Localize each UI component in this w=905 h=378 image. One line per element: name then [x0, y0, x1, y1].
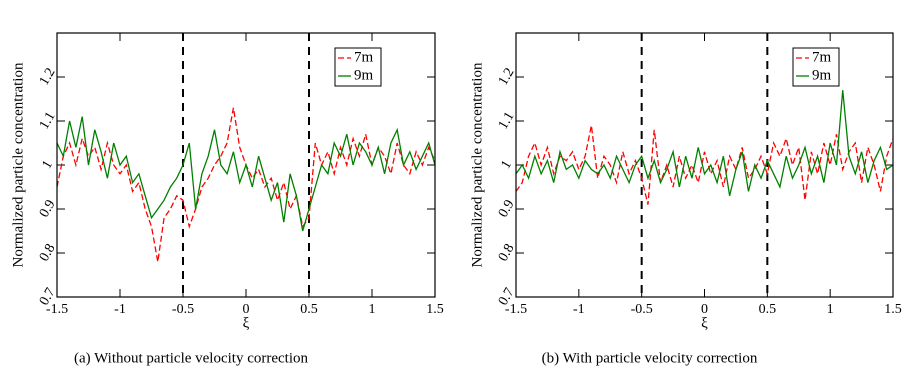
x-tick-label: 1.5 — [884, 302, 902, 317]
y-tick-label: 0.8 — [37, 242, 59, 265]
legend-label: 7m — [354, 49, 374, 65]
x-tick-label: 0.5 — [759, 302, 777, 317]
x-tick-label: 1 — [369, 302, 376, 317]
y-tick-label: 0.8 — [496, 242, 518, 265]
y-tick-label: 1.1 — [37, 110, 59, 133]
x-tick-label: 0.5 — [300, 302, 318, 317]
y-axis-label: Normalized particle concentration — [10, 62, 26, 267]
data-line — [515, 90, 894, 196]
y-tick-label: 1.2 — [37, 66, 59, 89]
x-tick-label: -0.5 — [172, 302, 194, 317]
data-line — [515, 125, 894, 205]
legend-box — [792, 47, 840, 87]
y-tick-label: 1.2 — [496, 66, 518, 89]
caption: (a) Without particle velocity correction — [74, 350, 309, 366]
y-tick-label: 1 — [40, 158, 56, 172]
x-axis-label: ξ — [243, 315, 250, 331]
x-tick-label: 0 — [701, 302, 708, 317]
x-tick-label: 1.5 — [426, 302, 444, 317]
legend-label: 7m — [812, 49, 832, 65]
data-line — [56, 116, 436, 232]
x-tick-label: -1 — [573, 302, 585, 317]
x-tick-label: -1.5 — [505, 302, 527, 317]
x-tick-label: 1 — [827, 302, 834, 317]
y-tick-label: 0.9 — [496, 198, 518, 221]
caption: (b) With particle velocity correction — [542, 350, 758, 366]
y-axis-label: Normalized particle concentration — [469, 62, 485, 267]
legend-label: 9m — [354, 67, 374, 83]
legend-box — [334, 47, 382, 87]
x-tick-label: -1.5 — [46, 302, 68, 317]
x-tick-label: -0.5 — [631, 302, 653, 317]
y-tick-label: 1 — [499, 158, 515, 172]
legend-label: 9m — [812, 67, 832, 83]
y-tick-label: 0.9 — [37, 198, 59, 221]
plot-frame — [56, 32, 436, 298]
x-tick-label: -1 — [114, 302, 126, 317]
data-line — [56, 107, 436, 262]
x-axis-label: ξ — [701, 315, 708, 331]
plot-frame — [515, 32, 894, 298]
x-tick-label: 0 — [243, 302, 250, 317]
y-tick-label: 1.1 — [496, 110, 518, 133]
